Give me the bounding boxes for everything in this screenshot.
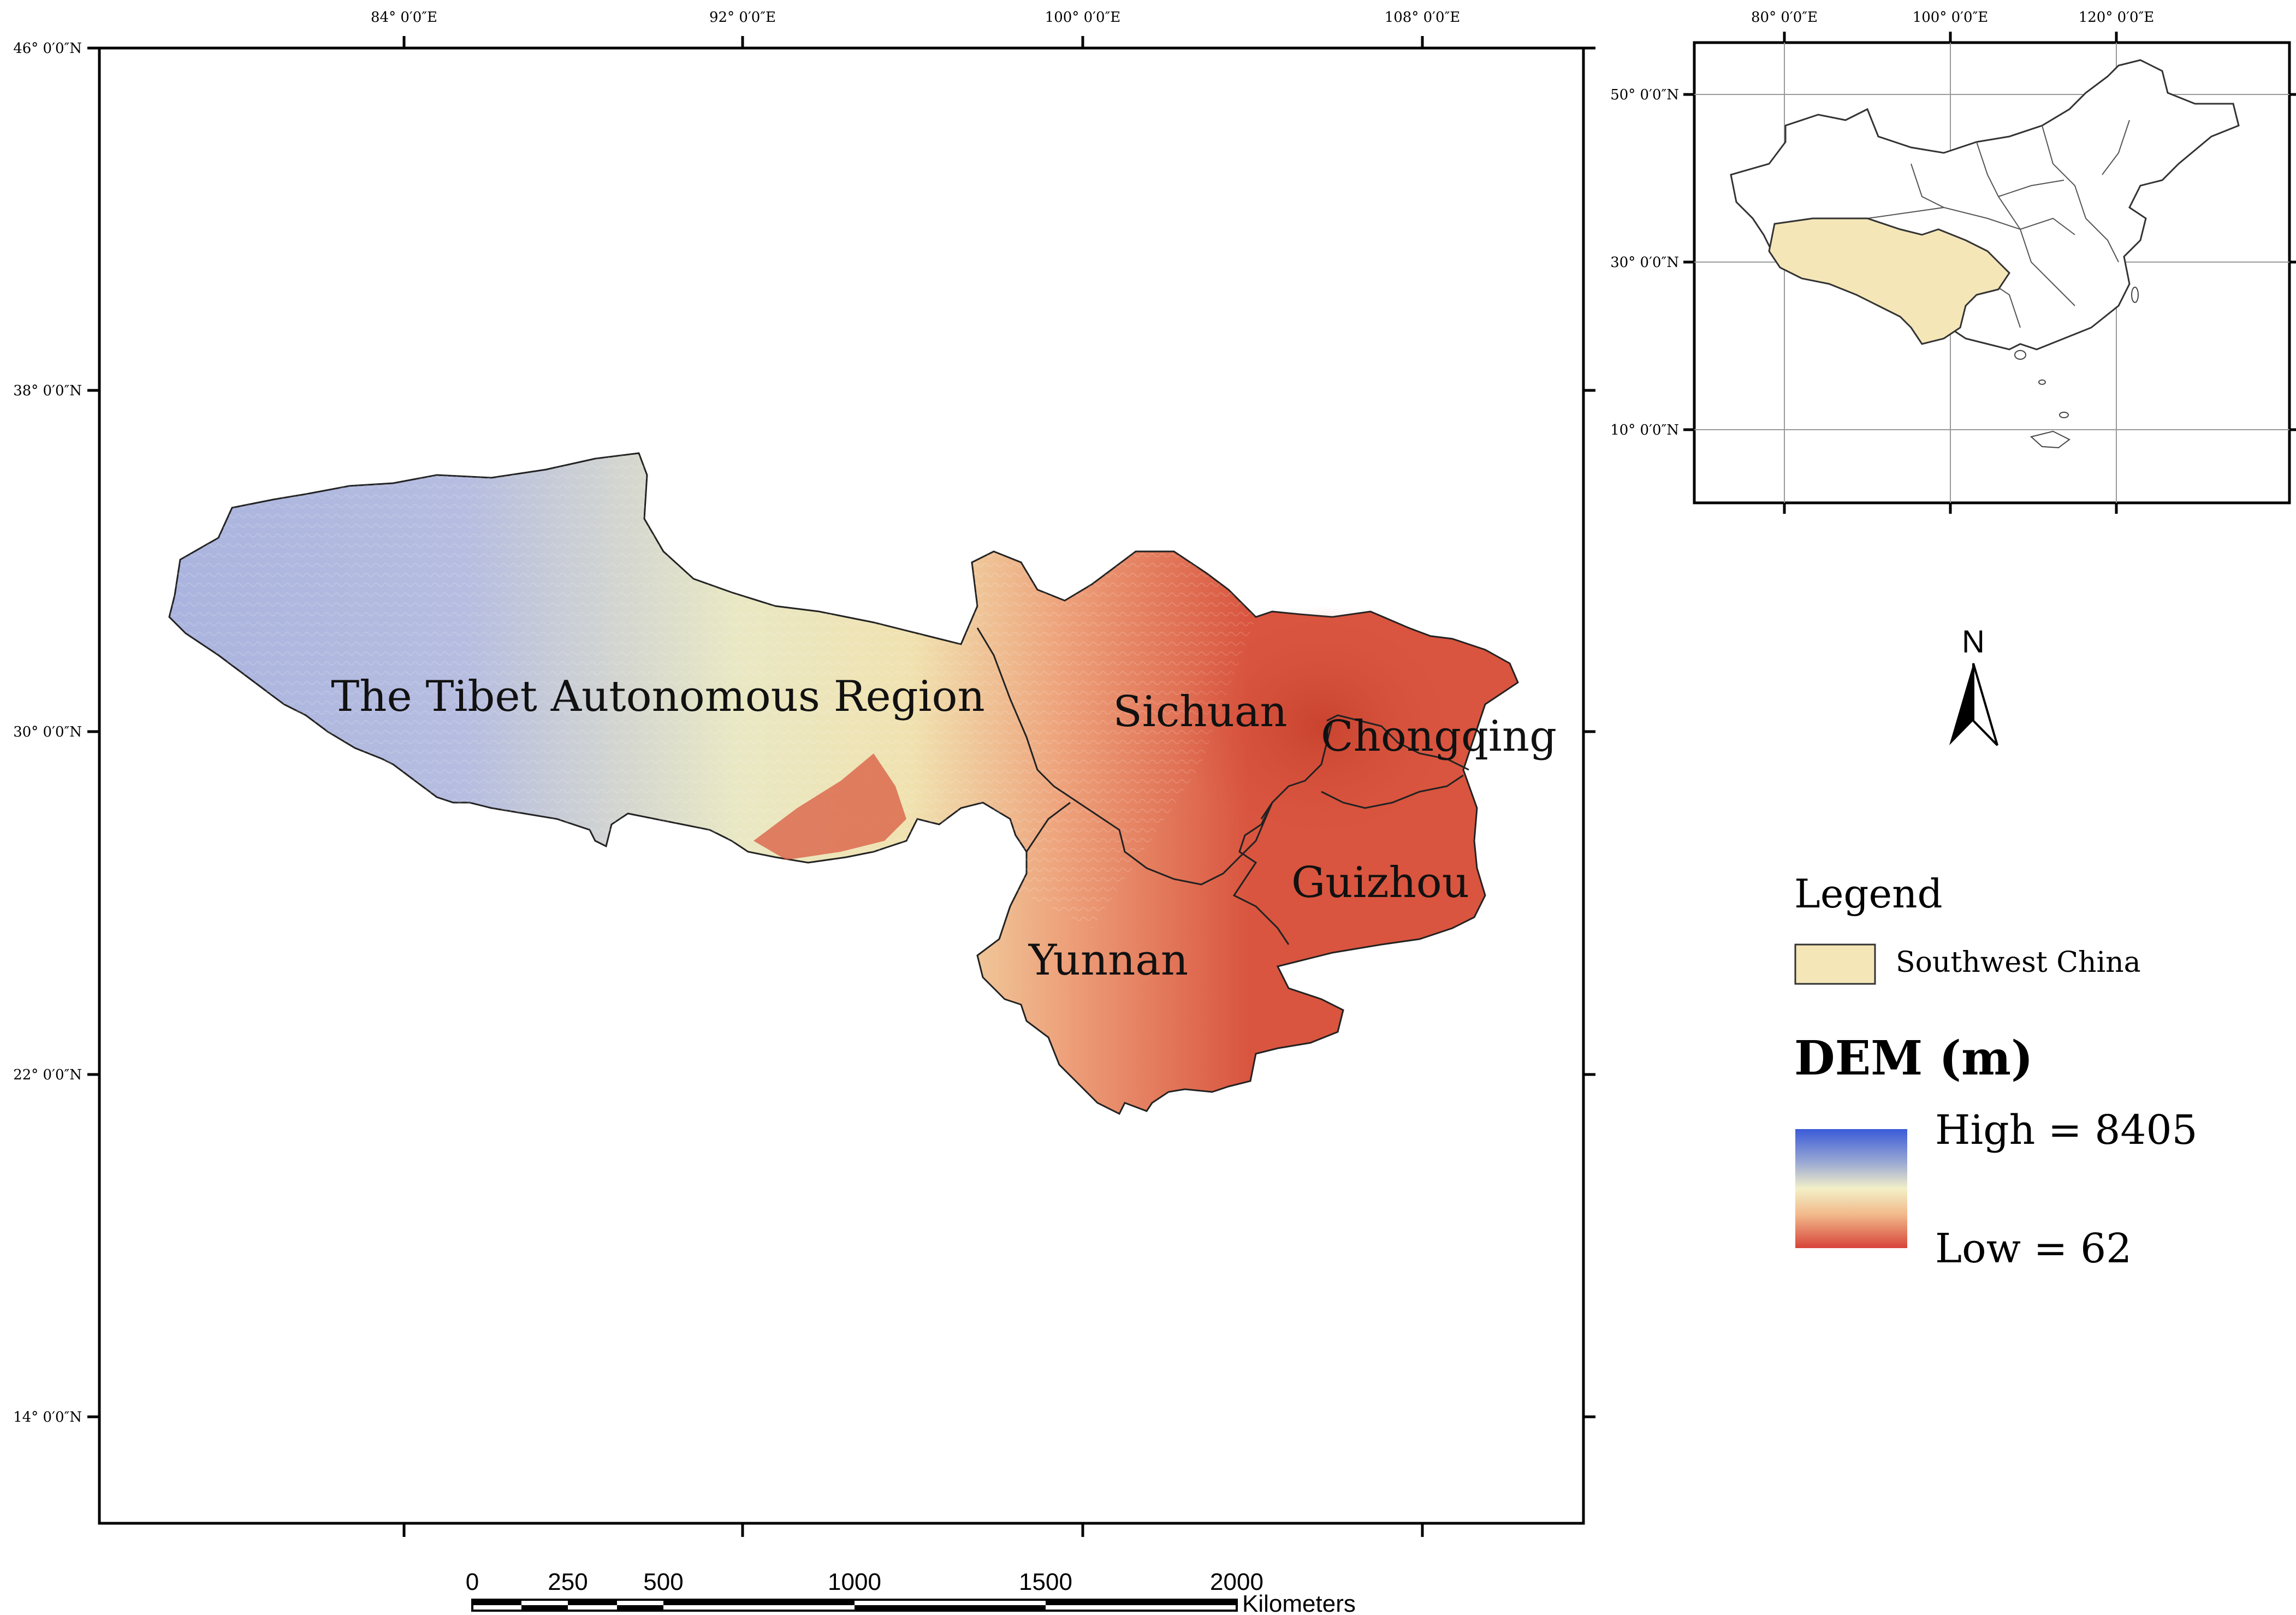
dem-low-label: Low = 62 (1935, 1225, 2132, 1272)
main-map-ticks (87, 36, 1595, 1537)
north-label: N (1962, 624, 1985, 660)
scale-seg (472, 1600, 521, 1605)
dem-title: DEM (m) (1794, 1031, 2033, 1086)
inset-islands (2014, 287, 2139, 449)
lon-tick-label: 108° 0′0″E (1385, 9, 1461, 26)
scale-bar: 0 250 500 1000 1500 2000 Kilometers (466, 1569, 1356, 1615)
scale-tick-label: 250 (548, 1569, 588, 1595)
lon-tick-label: 100° 0′0″E (1045, 9, 1121, 26)
scale-tick-label: 1000 (828, 1569, 881, 1595)
inset-lon-tick-label: 100° 0′0″E (1913, 9, 1989, 26)
legend-item-label: Southwest China (1896, 946, 2141, 979)
lat-tick-label: 14° 0′0″N (13, 1409, 82, 1426)
north-arrow: N (1949, 624, 1998, 746)
region-label-yunnan: Yunnan (1028, 936, 1188, 985)
legend-title: Legend (1794, 871, 1943, 917)
lon-tick-label: 84° 0′0″E (371, 9, 437, 26)
north-arrow-icon (1949, 663, 1973, 745)
scale-tick-label: 2000 (1210, 1569, 1263, 1595)
scale-tick-label: 1500 (1019, 1569, 1072, 1595)
southwest-china-dem (168, 452, 1519, 1115)
region-label-chongqing: Chongqing (1321, 712, 1557, 761)
scale-seg (617, 1605, 663, 1611)
inset-ticks (1683, 32, 2296, 514)
inset-lon-tick-label: 120° 0′0″E (2079, 9, 2155, 26)
main-map: 84° 0′0″E 92° 0′0″E 100° 0′0″E 108° 0′0″… (13, 9, 1595, 1537)
scale-tick-label: 500 (643, 1569, 683, 1595)
inset-lat-tick-label: 10° 0′0″N (1610, 422, 1679, 438)
legend: Legend Southwest China (1794, 871, 2141, 985)
inset-lat-tick-label: 30° 0′0″N (1610, 254, 1679, 271)
dem-texture (169, 453, 1256, 928)
lat-tick-label: 38° 0′0″N (13, 383, 82, 399)
inset-lon-tick-label: 80° 0′0″E (1751, 9, 1818, 26)
lat-tick-label: 46° 0′0″N (13, 40, 82, 57)
dem-high-label: High = 8405 (1935, 1107, 2198, 1154)
legend-swatch-southwest (1794, 943, 1876, 985)
scale-seg (568, 1600, 617, 1605)
sichuan-basin-shade (1179, 606, 1463, 846)
scale-tick-label: 0 (466, 1569, 479, 1595)
scale-seg (663, 1600, 855, 1605)
province-borders (976, 627, 1469, 945)
scale-seg (521, 1605, 568, 1611)
inset-lat-tick-label: 50° 0′0″N (1610, 87, 1679, 103)
scale-unit-label: Kilometers (1242, 1590, 1356, 1615)
lat-tick-label: 30° 0′0″N (13, 724, 82, 740)
dem-color-ramp (1795, 1129, 1907, 1248)
inset-map: 80° 0′0″E 100° 0′0″E 120° 0′0″E 50° 0′0″… (1610, 9, 2296, 514)
inset-southwest-highlight (1768, 217, 2010, 345)
north-arrow-icon-half (1972, 663, 1998, 746)
region-label-guizhou: Guizhou (1291, 858, 1469, 907)
china-province-lines (1867, 120, 2130, 328)
brahmaputra-valley-shade (754, 753, 906, 860)
dem-legend: DEM (m) High = 8405 Low = 62 (1794, 1031, 2198, 1272)
scale-seg (1046, 1600, 1237, 1605)
lat-tick-label: 22° 0′0″N (13, 1067, 82, 1083)
lon-tick-label: 92° 0′0″E (709, 9, 776, 26)
scale-seg (855, 1605, 1046, 1611)
region-label-sichuan: Sichuan (1113, 687, 1287, 737)
region-label-tibet: The Tibet Autonomous Region (331, 672, 984, 721)
